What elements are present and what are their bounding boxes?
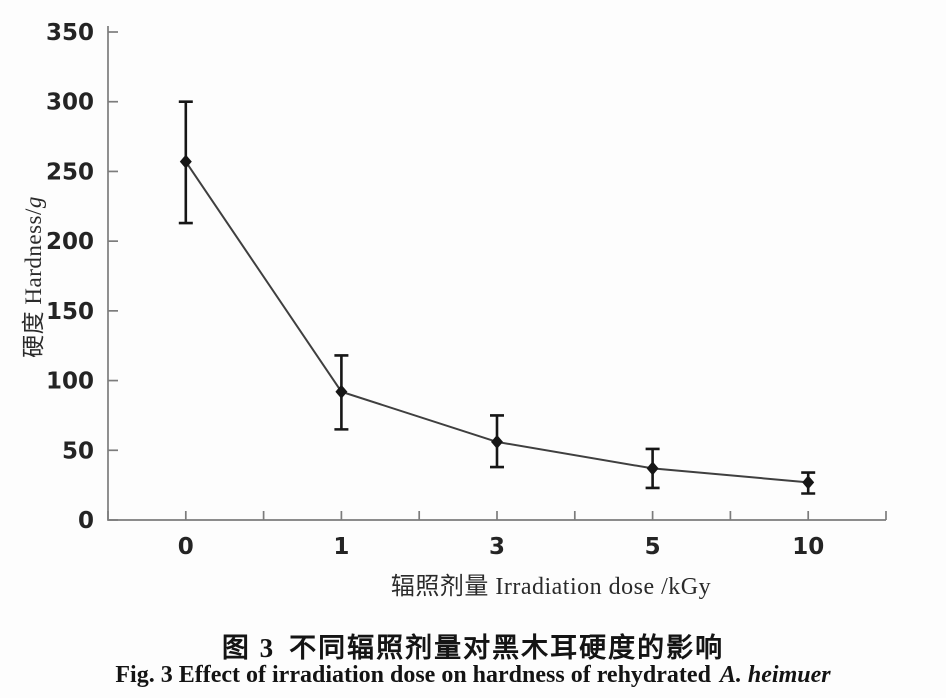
x-tick-label: 10 [792,534,824,560]
data-point-diamond [802,475,815,490]
data-point-diamond [179,154,192,169]
data-point-diamond [646,461,659,476]
x-tick-label: 5 [645,534,661,560]
y-tick-label: 250 [46,159,94,185]
y-tick-label: 150 [46,299,94,325]
y-axis-title: 硬度 Hardness/g [14,196,48,358]
y-tick-label: 300 [46,90,94,116]
caption-chinese: 图 3 不同辐照剂量对黑木耳硬度的影响 [0,626,946,665]
y-tick-label: 50 [62,438,94,464]
caption-english: Fig. 3 Effect of irradiation dose on har… [0,662,946,689]
caption-zh-text: 不同辐照剂量对黑木耳硬度的影响 [289,633,725,663]
x-tick-label: 0 [178,534,194,560]
y-axis-title-text: 硬度 Hardness/ [21,208,46,358]
caption-en-text: Fig. 3 Effect of irradiation dose on har… [115,662,711,688]
y-tick-label: 100 [46,369,94,395]
y-tick-label: 350 [46,20,94,46]
data-point-diamond [335,384,348,399]
y-axis-unit: g [21,196,46,209]
x-tick-label: 3 [489,534,505,560]
x-axis-title: 辐照剂量 Irradiation dose /kGy [390,574,712,600]
caption-zh-figno: 图 3 [221,633,276,663]
data-point-diamond [491,434,503,449]
hardness-line-chart: 0 50 100 150 200 250 300 350 0 1 3 5 10 [46,20,887,560]
caption-en-species: A. heimuer [719,662,831,688]
y-tick-label: 0 [78,508,94,534]
x-tick-label: 1 [333,534,349,560]
y-tick-label: 200 [46,229,94,255]
